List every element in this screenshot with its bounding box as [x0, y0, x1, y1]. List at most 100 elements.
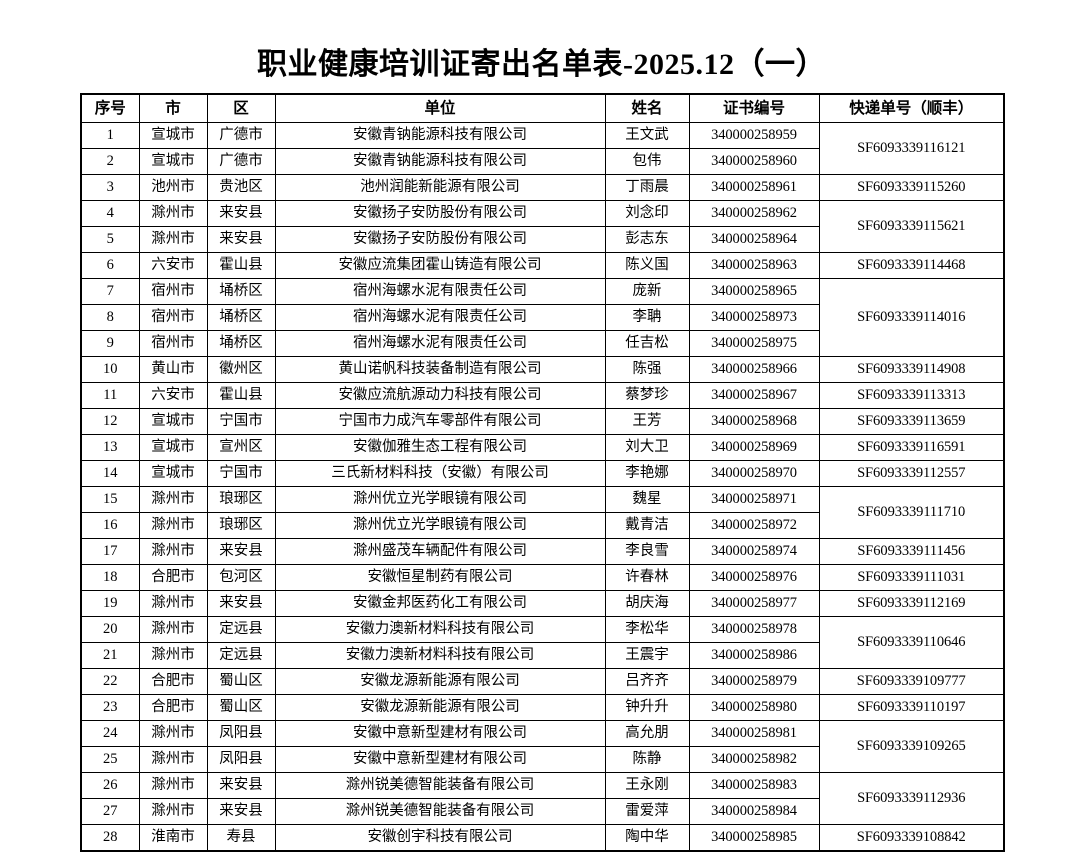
table-row: 24 滁州市 凤阳县 安徽中意新型建材有限公司 高允朋 340000258981 SF609…: [80, 719, 1005, 773]
cell-cert: 340000258977: [688, 589, 820, 617]
table-row: 17 滁州市 来安县 滁州盛茂车辆配件有限公司 李良雪 340000258974 SF609…: [80, 537, 1005, 565]
cell-index: 27: [80, 797, 140, 825]
cell-cert: 340000258983: [688, 771, 820, 799]
cell-city: 宿州市: [138, 329, 208, 357]
cell-index: 11: [80, 381, 140, 409]
cell-unit: 安徽中意新型建材有限公司: [274, 719, 606, 747]
cell-district: 寿县: [206, 823, 276, 851]
cell-tracking-number: SF6093339114468: [818, 251, 1005, 279]
cell-unit: 黄山诺帆科技装备制造有限公司: [274, 355, 606, 383]
cell-cert: 340000258968: [688, 407, 820, 435]
cell-district: 蜀山区: [206, 667, 276, 695]
column-header-name: 姓名: [604, 93, 690, 123]
cell-city: 滁州市: [138, 537, 208, 565]
cell-index: 18: [80, 563, 140, 591]
cell-district: 包河区: [206, 563, 276, 591]
cell-index: 22: [80, 667, 140, 695]
cell-city: 宣城市: [138, 147, 208, 175]
cell-unit: 宿州海螺水泥有限责任公司: [274, 303, 606, 331]
cell-district: 霍山县: [206, 381, 276, 409]
cell-name: 王震宇: [604, 641, 690, 669]
cell-city: 滁州市: [138, 199, 208, 227]
cell-city: 滁州市: [138, 719, 208, 747]
cell-tracking-number: SF6093339116121: [818, 121, 1005, 175]
page-title: 职业健康培训证寄出名单表-2025.12（一）: [257, 48, 826, 81]
cell-index: 12: [80, 407, 140, 435]
cell-name: 王永刚: [604, 771, 690, 799]
cell-name: 钟升升: [604, 693, 690, 721]
cell-tracking-number: SF6093339113659: [818, 407, 1005, 435]
cell-name: 雷爱萍: [604, 797, 690, 825]
cell-index: 17: [80, 537, 140, 565]
table-body: 1 宣城市 广德市 安徽青钠能源科技有限公司 王文武 340000258959 SF6093…: [80, 121, 1005, 851]
cell-index: 16: [80, 511, 140, 539]
cell-unit: 安徽青钠能源科技有限公司: [274, 121, 606, 149]
cell-unit: 安徽恒星制药有限公司: [274, 563, 606, 591]
table-row: 15 滁州市 琅琊区 滁州优立光学眼镜有限公司 魏星 340000258971 SF6093…: [80, 485, 1005, 539]
cell-unit: 安徽伽雅生态工程有限公司: [274, 433, 606, 461]
cell-cert: 340000258985: [688, 823, 820, 851]
cell-unit: 安徽力澳新材料科技有限公司: [274, 641, 606, 669]
cell-index: 2: [80, 147, 140, 175]
cell-city: 池州市: [138, 173, 208, 201]
table-row: 3 池州市 贵池区 池州润能新能源有限公司 丁雨晨 340000258961 SF60933…: [80, 173, 1005, 201]
table-row: 28 淮南市 寿县 安徽创宇科技有限公司 陶中华 340000258985 SF609333…: [80, 823, 1005, 851]
table-row: 6 六安市 霍山县 安徽应流集团霍山铸造有限公司 陈义国 340000258963 SF60…: [80, 251, 1005, 279]
cell-unit: 宿州海螺水泥有限责任公司: [274, 277, 606, 305]
table-header: 序号 市 区 单位 姓名 证书编号 快递单号（顺丰）: [80, 93, 1005, 123]
cell-name: 刘念印: [604, 199, 690, 227]
table-row: 7 宿州市 埇桥区 宿州海螺水泥有限责任公司 庞新 340000258965 SF60933…: [80, 277, 1005, 357]
cell-city: 滁州市: [138, 485, 208, 513]
cell-name: 吕齐齐: [604, 667, 690, 695]
cell-cert: 340000258973: [688, 303, 820, 331]
cell-district: 埇桥区: [206, 277, 276, 305]
cell-cert: 340000258982: [688, 745, 820, 773]
cell-name: 魏星: [604, 485, 690, 513]
cell-name: 陈静: [604, 745, 690, 773]
cell-name: 李聃: [604, 303, 690, 331]
cell-unit: 三氏新材料科技（安徽）有限公司: [274, 459, 606, 487]
cell-unit: 安徽扬子安防股份有限公司: [274, 225, 606, 253]
cell-district: 蜀山区: [206, 693, 276, 721]
cell-index: 7: [80, 277, 140, 305]
cell-name: 胡庆海: [604, 589, 690, 617]
table-row: 10 黄山市 徽州区 黄山诺帆科技装备制造有限公司 陈强 340000258966 SF60…: [80, 355, 1005, 383]
cell-district: 定远县: [206, 641, 276, 669]
cell-index: 23: [80, 693, 140, 721]
cell-cert: 340000258964: [688, 225, 820, 253]
cell-cert: 340000258970: [688, 459, 820, 487]
cell-name: 庞新: [604, 277, 690, 305]
column-header-tracking: 快递单号（顺丰）: [818, 93, 1005, 123]
table-row: 23 合肥市 蜀山区 安徽龙源新能源有限公司 钟升升 340000258980 SF6093…: [80, 693, 1005, 721]
cell-index: 9: [80, 329, 140, 357]
cell-tracking-number: SF6093339113313: [818, 381, 1005, 409]
cell-tracking-number: SF6093339111031: [818, 563, 1005, 591]
cell-name: 蔡梦珍: [604, 381, 690, 409]
cell-tracking-number: SF6093339114016: [818, 277, 1005, 357]
cell-cert: 340000258965: [688, 277, 820, 305]
cell-index: 8: [80, 303, 140, 331]
cell-district: 琅琊区: [206, 511, 276, 539]
cell-unit: 宁国市力成汽车零部件有限公司: [274, 407, 606, 435]
cell-district: 来安县: [206, 199, 276, 227]
cell-name: 彭志东: [604, 225, 690, 253]
cell-district: 宁国市: [206, 407, 276, 435]
cell-city: 宣城市: [138, 121, 208, 149]
cell-district: 徽州区: [206, 355, 276, 383]
cell-unit: 安徽应流航源动力科技有限公司: [274, 381, 606, 409]
cell-cert: 340000258967: [688, 381, 820, 409]
cell-tracking-number: SF6093339109265: [818, 719, 1005, 773]
cell-unit: 安徽龙源新能源有限公司: [274, 693, 606, 721]
cell-city: 淮南市: [138, 823, 208, 851]
cell-tracking-number: SF6093339108842: [818, 823, 1005, 851]
cell-cert: 340000258971: [688, 485, 820, 513]
cell-unit: 安徽金邦医药化工有限公司: [274, 589, 606, 617]
cell-cert: 340000258962: [688, 199, 820, 227]
cell-index: 21: [80, 641, 140, 669]
cell-name: 王芳: [604, 407, 690, 435]
cell-cert: 340000258980: [688, 693, 820, 721]
cell-unit: 滁州锐美德智能装备有限公司: [274, 771, 606, 799]
cell-name: 李艳娜: [604, 459, 690, 487]
cell-name: 陈强: [604, 355, 690, 383]
cell-index: 20: [80, 615, 140, 643]
